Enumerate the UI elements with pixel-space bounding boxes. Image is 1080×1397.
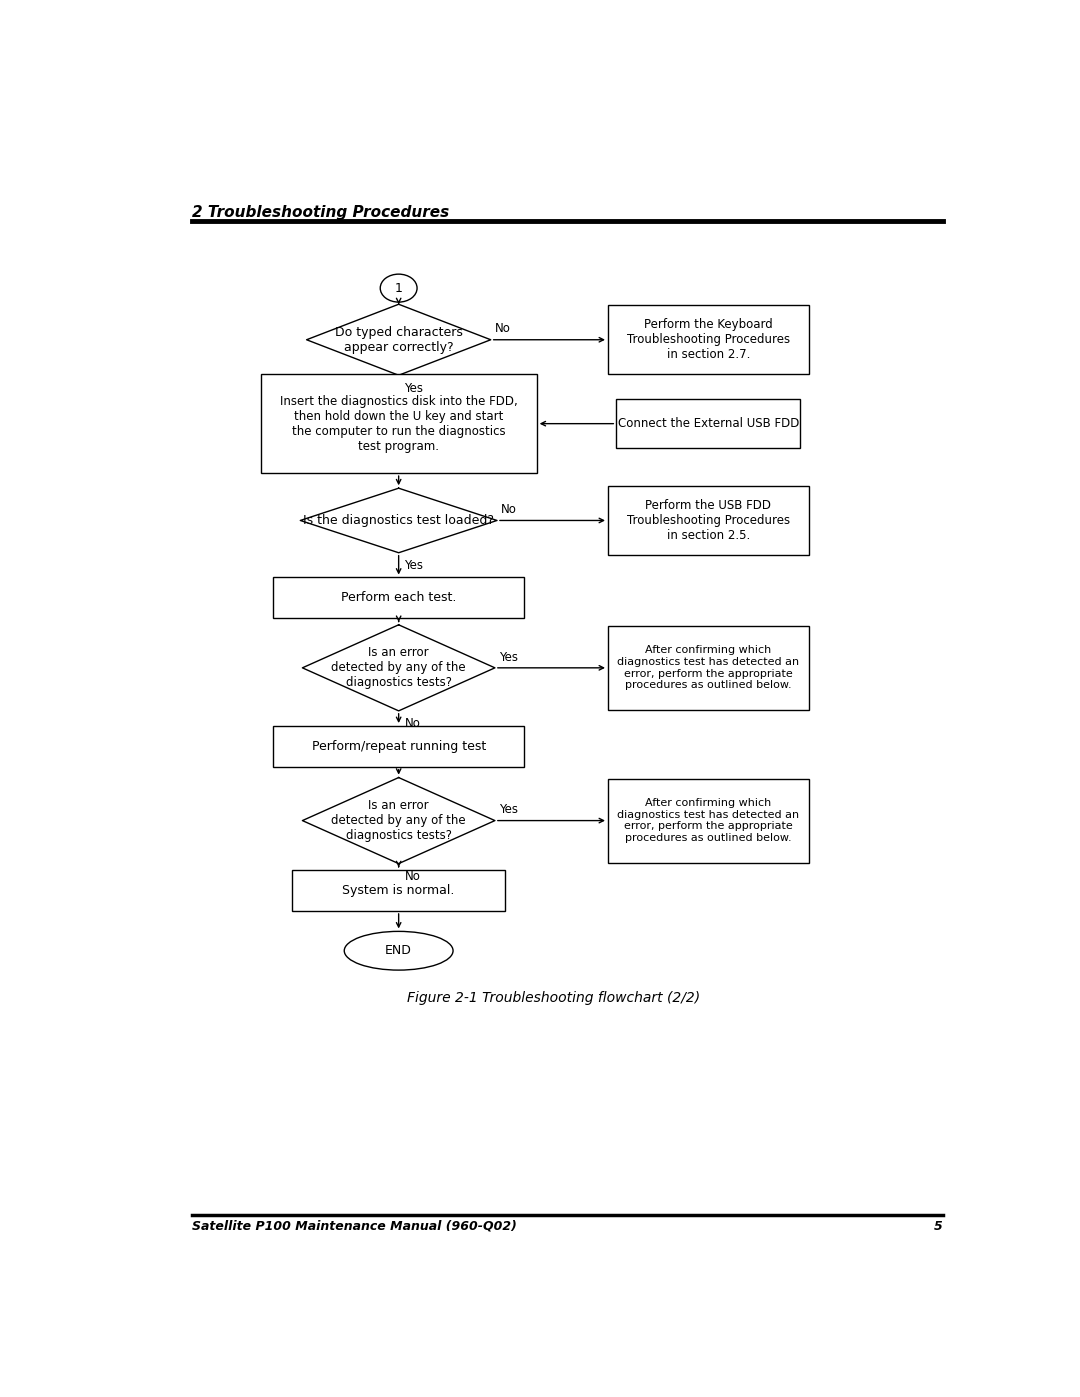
FancyBboxPatch shape <box>608 778 809 862</box>
Text: Perform the USB FDD
Troubleshooting Procedures
in section 2.5.: Perform the USB FDD Troubleshooting Proc… <box>626 499 789 542</box>
Text: Yes: Yes <box>405 559 423 573</box>
FancyBboxPatch shape <box>608 486 809 555</box>
Text: 5: 5 <box>934 1220 943 1232</box>
Text: Connect the External USB FDD: Connect the External USB FDD <box>618 418 799 430</box>
FancyBboxPatch shape <box>273 726 524 767</box>
FancyBboxPatch shape <box>608 626 809 710</box>
Text: Perform/repeat running test: Perform/repeat running test <box>311 740 486 753</box>
Ellipse shape <box>345 932 454 970</box>
Text: Perform each test.: Perform each test. <box>341 591 457 605</box>
Text: After confirming which
diagnostics test has detected an
error, perform the appro: After confirming which diagnostics test … <box>618 798 799 842</box>
FancyBboxPatch shape <box>273 577 524 619</box>
Text: No: No <box>405 717 420 731</box>
Text: Satellite P100 Maintenance Manual (960-Q02): Satellite P100 Maintenance Manual (960-Q… <box>192 1220 517 1232</box>
FancyBboxPatch shape <box>260 374 537 474</box>
Text: Do typed characters
appear correctly?: Do typed characters appear correctly? <box>335 326 462 353</box>
Text: No: No <box>501 503 517 517</box>
FancyBboxPatch shape <box>608 306 809 374</box>
Text: Yes: Yes <box>499 803 518 816</box>
FancyBboxPatch shape <box>617 400 800 448</box>
Text: No: No <box>405 870 420 883</box>
Text: END: END <box>386 944 413 957</box>
Text: 2 Troubleshooting Procedures: 2 Troubleshooting Procedures <box>192 205 449 221</box>
Text: Yes: Yes <box>405 381 423 395</box>
Text: System is normal.: System is normal. <box>342 884 455 897</box>
Text: Figure 2-1 Troubleshooting flowchart (2/2): Figure 2-1 Troubleshooting flowchart (2/… <box>407 990 700 1004</box>
Text: After confirming which
diagnostics test has detected an
error, perform the appro: After confirming which diagnostics test … <box>618 645 799 690</box>
FancyBboxPatch shape <box>292 870 505 911</box>
Text: Insert the diagnostics disk into the FDD,
then hold down the U key and start
the: Insert the diagnostics disk into the FDD… <box>280 395 517 453</box>
Text: Is the diagnostics test loaded?: Is the diagnostics test loaded? <box>303 514 495 527</box>
Text: No: No <box>495 323 511 335</box>
Text: 1: 1 <box>394 282 403 295</box>
Text: Perform the Keyboard
Troubleshooting Procedures
in section 2.7.: Perform the Keyboard Troubleshooting Pro… <box>626 319 789 362</box>
Text: Is an error
detected by any of the
diagnostics tests?: Is an error detected by any of the diagn… <box>332 647 465 689</box>
Text: Yes: Yes <box>499 651 518 664</box>
Ellipse shape <box>380 274 417 302</box>
Text: Is an error
detected by any of the
diagnostics tests?: Is an error detected by any of the diagn… <box>332 799 465 842</box>
